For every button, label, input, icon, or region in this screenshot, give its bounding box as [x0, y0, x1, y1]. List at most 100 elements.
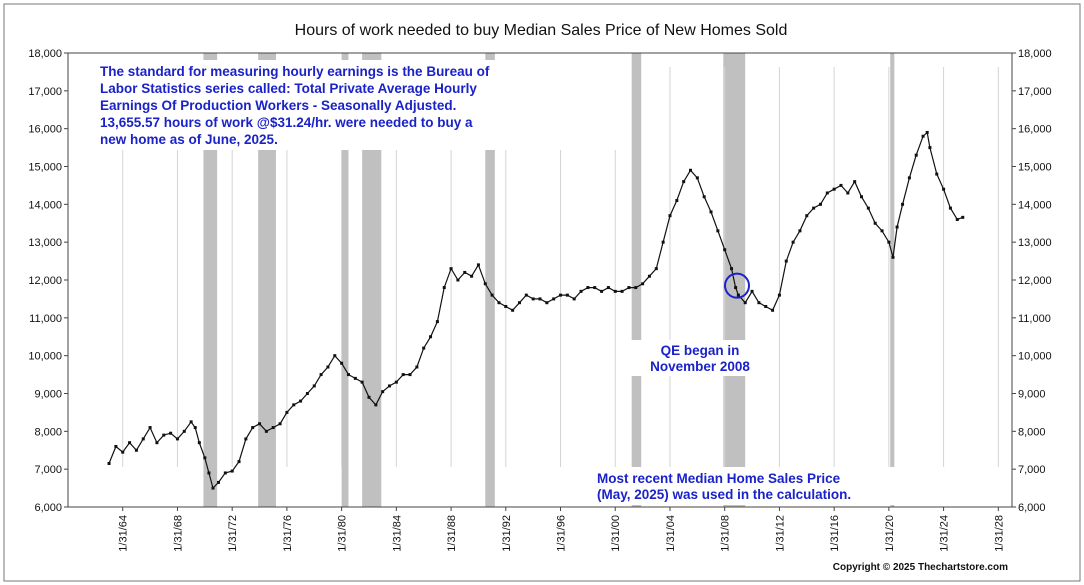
- y-tick-label-right-7000: 7,000: [1018, 464, 1046, 476]
- data-point-130: [955, 217, 959, 221]
- data-point-111: [839, 183, 843, 187]
- y-tick-label-left-9000: 9,000: [34, 389, 62, 401]
- data-point-68: [552, 297, 556, 301]
- data-point-9: [162, 433, 166, 437]
- data-point-105: [798, 229, 802, 233]
- data-point-114: [860, 195, 864, 199]
- data-point-96: [736, 293, 740, 297]
- y-tick-label-right-18000: 18,000: [1018, 48, 1052, 60]
- data-point-116: [873, 221, 877, 225]
- data-point-31: [299, 399, 303, 403]
- data-point-15: [197, 441, 201, 445]
- x-tick-label-1980: 1/31/80: [337, 515, 349, 552]
- data-point-115: [866, 206, 870, 210]
- data-point-98: [750, 289, 754, 293]
- chart-title: Hours of work needed to buy Median Sales…: [295, 22, 788, 39]
- data-point-126: [928, 146, 932, 150]
- data-point-7: [148, 426, 152, 430]
- data-point-38: [346, 373, 350, 377]
- y-tick-label-right-15000: 15,000: [1018, 162, 1052, 174]
- data-point-78: [620, 289, 624, 293]
- data-point-26: [264, 429, 268, 433]
- data-point-10: [169, 431, 173, 435]
- data-point-25: [258, 422, 262, 426]
- data-point-80: [634, 286, 638, 290]
- data-point-93: [723, 248, 727, 252]
- data-point-3: [121, 450, 125, 454]
- data-point-121: [901, 202, 905, 206]
- y-tick-label-left-14000: 14,000: [28, 199, 62, 211]
- data-point-5: [134, 448, 138, 452]
- data-point-119: [891, 255, 895, 259]
- data-point-53: [449, 267, 453, 271]
- data-point-14: [193, 426, 197, 430]
- data-point-47: [408, 373, 412, 377]
- data-point-108: [818, 202, 822, 206]
- data-point-12: [182, 429, 186, 433]
- data-point-97: [743, 301, 747, 305]
- data-point-109: [825, 191, 829, 195]
- qe-marker-circle: [724, 272, 751, 299]
- recession-band-6: [631, 53, 642, 507]
- data-point-64: [524, 293, 528, 297]
- data-point-59: [490, 293, 494, 297]
- data-point-85: [668, 214, 672, 218]
- data-point-90: [702, 195, 706, 199]
- data-point-89: [695, 176, 699, 180]
- data-point-127: [935, 172, 939, 176]
- x-tick-label-1976: 1/31/76: [282, 515, 294, 552]
- data-point-72: [579, 289, 583, 293]
- qe-label-background: [624, 340, 776, 376]
- data-point-91: [709, 210, 713, 214]
- data-point-33: [312, 384, 316, 388]
- data-point-34: [319, 373, 323, 377]
- data-point-120: [895, 225, 899, 229]
- data-point-49: [422, 346, 426, 350]
- data-point-117: [880, 229, 884, 233]
- y-tick-label-left-15000: 15,000: [28, 162, 62, 174]
- data-point-37: [340, 361, 344, 365]
- data-point-125: [925, 130, 929, 134]
- data-point-92: [716, 229, 720, 233]
- recession-bands: [203, 53, 895, 507]
- data-point-42: [374, 403, 378, 407]
- x-tick-label-1988: 1/31/88: [446, 515, 458, 552]
- data-point-24: [251, 426, 255, 430]
- data-point-99: [757, 301, 761, 305]
- recent-note-line-2: (May, 2025) was used in the calculation.: [597, 487, 851, 502]
- data-point-8: [155, 441, 159, 445]
- data-point-54: [456, 278, 460, 282]
- data-point-129: [948, 206, 952, 210]
- data-point-2: [114, 444, 118, 448]
- data-point-61: [504, 304, 508, 308]
- data-point-76: [606, 286, 610, 290]
- data-point-113: [853, 180, 857, 184]
- x-tick-label-2028: 1/31/28: [993, 515, 1005, 552]
- y-axis-right: 6,000 7,000 8,000 9,000 10,000 11,000 12,000 13…: [1012, 48, 1052, 514]
- x-tick-label-1992: 1/31/92: [501, 515, 513, 552]
- data-point-22: [237, 460, 241, 464]
- data-point-63: [517, 301, 521, 305]
- data-point-103: [784, 259, 788, 263]
- x-tick-label-2004: 1/31/04: [665, 515, 677, 552]
- data-point-67: [545, 301, 549, 305]
- data-point-87: [682, 180, 686, 184]
- data-point-83: [654, 267, 658, 271]
- y-axis-left: 6,000 7,000 8,000 9,000 10,000 11,000 12,000 13…: [28, 48, 68, 514]
- data-point-50: [429, 335, 433, 339]
- y-tick-label-left-10000: 10,000: [28, 351, 62, 363]
- y-tick-label-right-8000: 8,000: [1018, 426, 1046, 438]
- data-point-82: [647, 274, 651, 278]
- data-point-40: [360, 380, 364, 384]
- data-point-95: [734, 286, 738, 290]
- data-point-32: [305, 392, 309, 395]
- data-point-131: [961, 215, 965, 219]
- y-tick-label-left-13000: 13,000: [28, 237, 62, 249]
- data-point-110: [832, 187, 836, 191]
- data-point-39: [353, 376, 357, 380]
- data-point-81: [641, 282, 645, 286]
- x-axis: 1/31/64 1/31/68 1/31/72 1/31/76 1/31/80 1/31/…: [118, 507, 1005, 552]
- data-point-88: [688, 168, 692, 172]
- data-point-35: [326, 365, 330, 369]
